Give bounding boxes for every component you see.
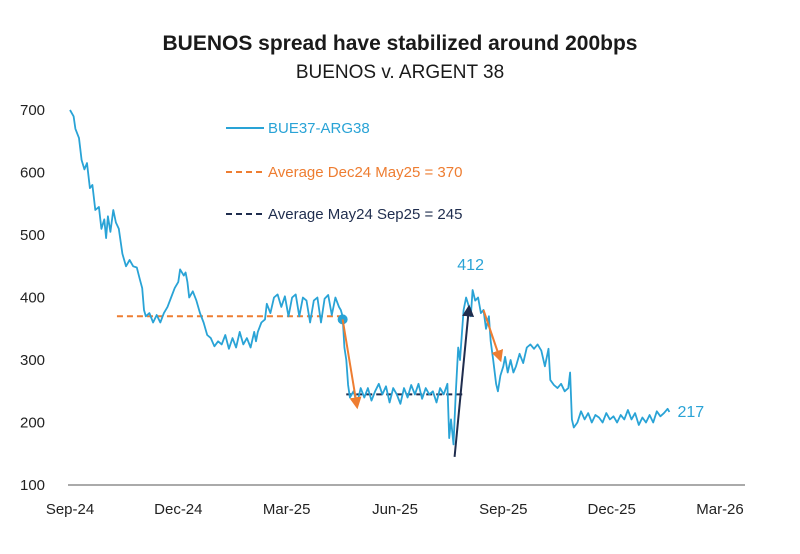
y-tick-label: 600 xyxy=(20,165,45,182)
x-tick-label: Mar-26 xyxy=(696,501,744,518)
data-label: 412 xyxy=(457,257,484,274)
chart-subtitle: BUENOS v. ARGENT 38 xyxy=(295,62,505,83)
x-tick-label: Mar-25 xyxy=(263,501,311,518)
y-tick-label: 200 xyxy=(20,415,45,432)
y-tick-label: 400 xyxy=(20,290,45,307)
legend-label: Average Dec24 May25 = 370 xyxy=(268,164,462,181)
series-line-bue37-arg38 xyxy=(69,109,671,446)
trend-arrow xyxy=(341,319,362,410)
x-tick-label: Dec-24 xyxy=(154,501,202,518)
x-tick-label: Dec-25 xyxy=(587,501,635,518)
data-label: 217 xyxy=(677,404,704,421)
y-tick-label: 300 xyxy=(20,352,45,369)
legend-label: BUE37-ARG38 xyxy=(268,120,370,137)
y-tick-label: 500 xyxy=(20,227,45,244)
x-tick-label: Sep-24 xyxy=(46,501,94,518)
y-tick-label: 100 xyxy=(20,477,45,494)
trend-arrow xyxy=(453,304,475,457)
x-tick-label: Jun-25 xyxy=(372,501,418,518)
y-tick-label: 700 xyxy=(20,102,45,119)
x-tick-label: Sep-25 xyxy=(479,501,527,518)
chart-title: BUENOS spread have stabilized around 200… xyxy=(162,32,638,55)
legend-label: Average May24 Sep25 = 245 xyxy=(268,206,462,223)
trend-arrow xyxy=(482,309,504,363)
